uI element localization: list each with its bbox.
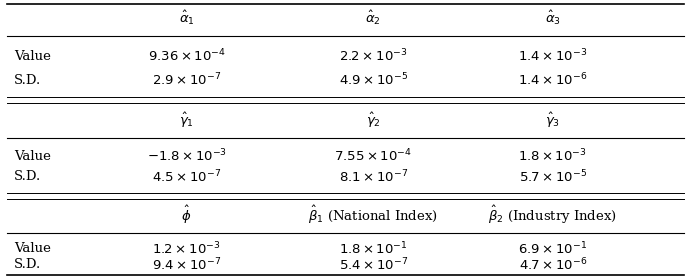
Text: $4.7 \times 10^{-6}$: $4.7 \times 10^{-6}$ bbox=[519, 257, 587, 273]
Text: S.D.: S.D. bbox=[14, 259, 41, 272]
Text: $5.4 \times 10^{-7}$: $5.4 \times 10^{-7}$ bbox=[339, 257, 408, 273]
Text: $1.8 \times 10^{-1}$: $1.8 \times 10^{-1}$ bbox=[339, 241, 408, 257]
Text: Value: Value bbox=[14, 150, 50, 163]
Text: $7.55 \times 10^{-4}$: $7.55 \times 10^{-4}$ bbox=[334, 148, 412, 164]
Text: $2.9 \times 10^{-7}$: $2.9 \times 10^{-7}$ bbox=[152, 72, 221, 88]
Text: $1.2 \times 10^{-3}$: $1.2 \times 10^{-3}$ bbox=[152, 241, 221, 257]
Text: $\hat{\gamma}_3$: $\hat{\gamma}_3$ bbox=[545, 110, 560, 130]
Text: $2.2 \times 10^{-3}$: $2.2 \times 10^{-3}$ bbox=[339, 48, 408, 64]
Text: $\hat{\gamma}_2$: $\hat{\gamma}_2$ bbox=[366, 110, 381, 130]
Text: $6.9 \times 10^{-1}$: $6.9 \times 10^{-1}$ bbox=[518, 241, 587, 257]
Text: Value: Value bbox=[14, 49, 50, 63]
Text: $-1.8 \times 10^{-3}$: $-1.8 \times 10^{-3}$ bbox=[146, 148, 227, 164]
Text: S.D.: S.D. bbox=[14, 73, 41, 86]
Text: $\hat{\beta}_2$ (Industry Index): $\hat{\beta}_2$ (Industry Index) bbox=[489, 204, 617, 226]
Text: $\hat{\alpha}_2$: $\hat{\alpha}_2$ bbox=[366, 9, 381, 27]
Text: $1.4 \times 10^{-6}$: $1.4 \times 10^{-6}$ bbox=[518, 72, 587, 88]
Text: $\hat{\alpha}_1$: $\hat{\alpha}_1$ bbox=[179, 9, 194, 27]
Text: $5.7 \times 10^{-5}$: $5.7 \times 10^{-5}$ bbox=[519, 169, 587, 185]
Text: $1.4 \times 10^{-3}$: $1.4 \times 10^{-3}$ bbox=[518, 48, 587, 64]
Text: $4.9 \times 10^{-5}$: $4.9 \times 10^{-5}$ bbox=[339, 72, 408, 88]
Text: $1.8 \times 10^{-3}$: $1.8 \times 10^{-3}$ bbox=[518, 148, 587, 164]
Text: $8.1 \times 10^{-7}$: $8.1 \times 10^{-7}$ bbox=[339, 169, 408, 185]
Text: $9.36 \times 10^{-4}$: $9.36 \times 10^{-4}$ bbox=[148, 48, 225, 64]
Text: $\hat{\gamma}_1$: $\hat{\gamma}_1$ bbox=[179, 110, 194, 130]
Text: $\hat{\alpha}_3$: $\hat{\alpha}_3$ bbox=[545, 9, 561, 27]
Text: $4.5 \times 10^{-7}$: $4.5 \times 10^{-7}$ bbox=[152, 169, 221, 185]
Text: $\hat{\phi}$: $\hat{\phi}$ bbox=[182, 204, 191, 226]
Text: $9.4 \times 10^{-7}$: $9.4 \times 10^{-7}$ bbox=[152, 257, 221, 273]
Text: S.D.: S.D. bbox=[14, 170, 41, 183]
Text: $\hat{\beta}_1$ (National Index): $\hat{\beta}_1$ (National Index) bbox=[308, 204, 438, 226]
Text: Value: Value bbox=[14, 242, 50, 255]
